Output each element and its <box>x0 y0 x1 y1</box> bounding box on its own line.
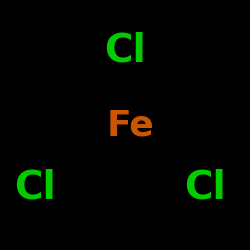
Text: Cl: Cl <box>184 168 226 206</box>
Text: Fe: Fe <box>106 108 154 142</box>
Text: Cl: Cl <box>14 168 56 206</box>
Text: Cl: Cl <box>104 31 146 69</box>
